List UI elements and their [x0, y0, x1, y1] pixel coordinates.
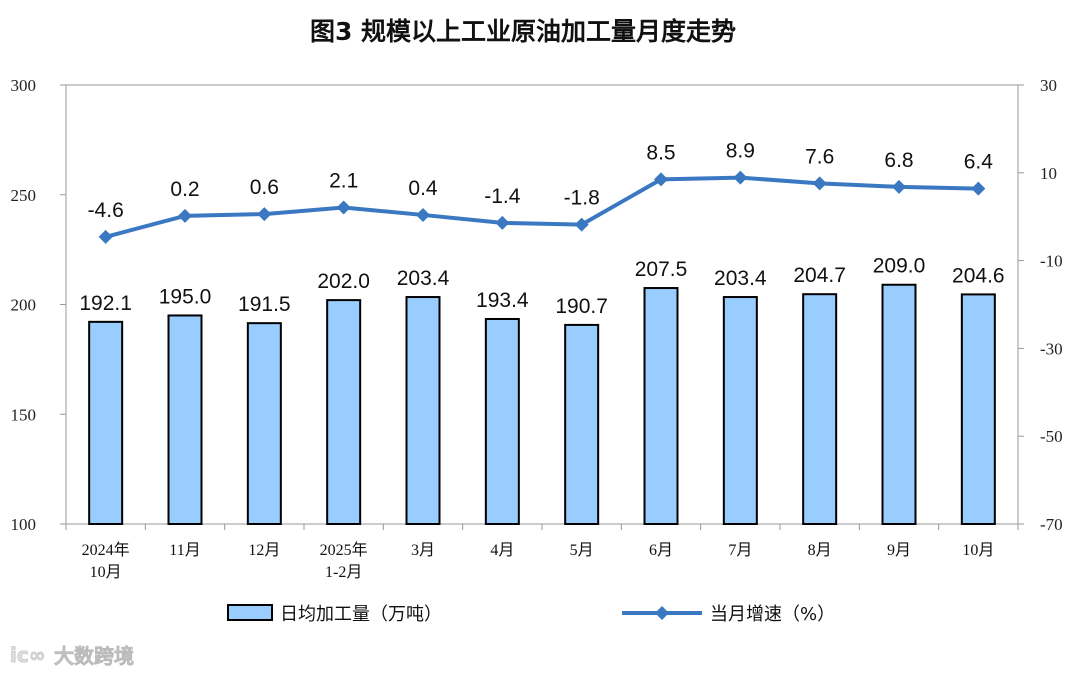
line-data-label: -1.8: [564, 187, 600, 210]
legend-line-label: 当月增速（%）: [710, 604, 835, 625]
x-axis-category-label: 3月: [411, 542, 435, 559]
legend: 日均加工量（万吨） 当月增速（%）: [227, 604, 835, 625]
left-axis-tick-label: 200: [11, 296, 37, 315]
x-axis-category-label: 10月: [962, 542, 994, 559]
line-point-marker: [178, 208, 192, 223]
bar-data-label: 203.4: [714, 267, 767, 290]
bar-data-label: 190.7: [555, 295, 608, 318]
line-point-marker: [98, 229, 113, 244]
line-data-label: 2.1: [329, 169, 358, 192]
line-point-marker: [495, 215, 510, 230]
bar: [960, 293, 996, 526]
left-axis-tick-label: 150: [11, 405, 37, 424]
bar-data-label: 204.6: [952, 264, 1005, 287]
watermark-logo-icon: ic∞: [10, 643, 45, 667]
chart-title: 图3 规模以上工业原油加工量月度走势: [310, 17, 736, 46]
line-data-label: 0.6: [250, 176, 279, 199]
bar-data-label: 209.0: [873, 255, 926, 278]
watermark-text: 大数跨境: [54, 644, 134, 668]
legend-diamond-marker: [655, 606, 669, 620]
bar: [484, 317, 520, 525]
bar: [722, 296, 758, 525]
bar: [564, 323, 600, 526]
x-axis-category-label: 10月: [90, 564, 122, 581]
line-data-label: 0.2: [170, 178, 199, 201]
bar: [326, 299, 362, 525]
legend-bar-swatch: [227, 604, 273, 621]
line-point-marker: [733, 170, 748, 185]
line-point-marker: [416, 207, 430, 222]
line-point-marker: [892, 179, 906, 194]
x-axis-category-label: 2024年: [82, 541, 130, 559]
bar-data-label: 204.7: [793, 264, 846, 287]
right-axis-tick-label: -30: [1040, 339, 1063, 358]
line-data-label: 8.5: [646, 141, 675, 164]
x-axis-category-label: 5月: [570, 542, 594, 559]
bar-data-label: 192.1: [79, 292, 132, 315]
bar-data-label: 195.0: [159, 285, 212, 308]
line-point-marker: [812, 176, 827, 191]
line-point-marker: [257, 207, 272, 222]
x-axis-category-label: 1-2月: [325, 564, 362, 581]
watermark: ic∞ 大数跨境: [10, 643, 135, 669]
x-axis-category-label: 4月: [490, 542, 514, 559]
bar-data-label: 202.0: [317, 270, 370, 293]
bar-data-label: 191.5: [238, 293, 291, 316]
line-data-label: -1.4: [484, 185, 521, 208]
legend-bar-label: 日均加工量（万吨）: [280, 604, 442, 625]
right-axis-tick-label: -50: [1040, 427, 1063, 446]
bar: [167, 314, 203, 525]
right-axis-tick-label: -70: [1040, 515, 1063, 534]
bar: [246, 322, 282, 525]
bar: [405, 296, 441, 525]
bar: [802, 293, 838, 525]
line-point-marker: [336, 200, 351, 215]
bar-data-label: 193.4: [476, 289, 529, 312]
bar: [643, 287, 679, 525]
bar: [88, 320, 124, 526]
left-axis-tick-label: 100: [11, 515, 37, 534]
left-axis-tick-label: 300: [11, 76, 37, 95]
line-point-marker: [971, 181, 986, 196]
right-axis-tick-label: -10: [1040, 252, 1063, 271]
line-data-label: 0.4: [408, 177, 438, 200]
line-data-label: -4.6: [88, 199, 124, 222]
line-data-label: 6.4: [964, 151, 994, 174]
line-data-label: 7.6: [805, 145, 834, 168]
growth-line: [105, 175, 979, 239]
x-axis-category-label: 2025年: [320, 541, 368, 559]
line-point-marker: [654, 172, 668, 187]
right-axis-tick-label: 30: [1040, 76, 1057, 95]
bar-data-label: 207.5: [635, 258, 688, 281]
left-axis-tick-label: 250: [11, 186, 37, 205]
line-data-label: 6.8: [884, 149, 913, 172]
x-axis-category-label: 6月: [649, 542, 673, 559]
bar: [881, 283, 917, 525]
bar-data-label: 203.4: [397, 267, 450, 290]
x-axis-category-label: 12月: [248, 542, 280, 559]
right-axis-tick-label: 10: [1040, 164, 1057, 183]
line-data-label: 8.9: [726, 140, 755, 163]
line-point-marker: [574, 217, 589, 232]
x-axis-category-label: 7月: [728, 542, 752, 559]
x-axis-category-label: 11月: [169, 542, 200, 559]
x-axis-category-label: 8月: [808, 542, 832, 559]
x-axis-category-label: 9月: [887, 542, 911, 559]
